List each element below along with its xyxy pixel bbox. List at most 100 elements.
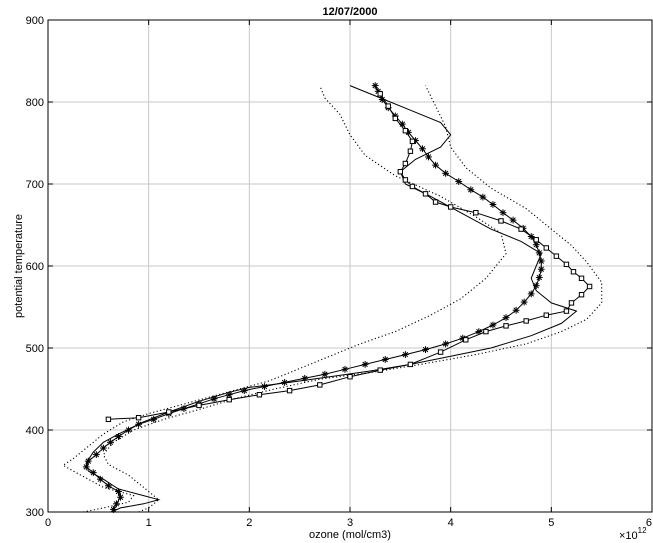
asterisk-point [99, 444, 107, 452]
asterisk-point [535, 249, 543, 257]
square-point [563, 261, 570, 268]
square-point [196, 402, 202, 409]
square-point [543, 312, 549, 318]
square-point [437, 349, 444, 355]
square-point [377, 91, 383, 97]
y-tick-label: 400 [26, 425, 44, 437]
asterisk-point [240, 387, 248, 395]
square-point [523, 318, 529, 324]
x-axis-multiplier-exponent: 12 [638, 526, 647, 535]
y-tick-label: 900 [26, 15, 44, 27]
asterisk-point [419, 145, 426, 153]
asterisk-point [115, 488, 122, 495]
square-point [105, 416, 112, 423]
asterisk-point [105, 482, 112, 490]
square-point [553, 253, 560, 259]
square-point [402, 160, 409, 167]
asterisk-point [489, 321, 497, 329]
asterisk-point [535, 274, 543, 281]
square-point [402, 128, 409, 134]
asterisk-point [96, 475, 104, 483]
square-point [347, 374, 353, 380]
square-point [407, 361, 414, 368]
y-tick-label: 800 [26, 97, 44, 109]
square-point [377, 367, 383, 373]
square-point [397, 169, 404, 175]
square-point [256, 392, 263, 398]
square-point [483, 328, 489, 335]
square-point [402, 177, 409, 183]
asterisk-point [381, 356, 389, 363]
x-tick-label: 6 [646, 517, 652, 529]
square-point [286, 387, 293, 394]
square-point [135, 415, 142, 421]
asterisk-point [401, 351, 409, 358]
square-point [563, 308, 570, 314]
x-tick-label: 0 [45, 517, 51, 529]
asterisk-point [135, 420, 142, 428]
asterisk-point [150, 415, 158, 423]
asterisk-point [261, 383, 268, 390]
asterisk-point [442, 340, 450, 348]
square-point [385, 103, 391, 109]
asterisk-point [432, 161, 439, 169]
square-point [166, 409, 172, 415]
y-axis-title: potential temperature [13, 214, 25, 318]
asterisk-point [509, 216, 517, 224]
square-point [578, 275, 585, 282]
asterisk-point [455, 178, 463, 185]
asterisk-point [115, 433, 122, 440]
asterisk-point [537, 265, 545, 273]
asterisk-point [512, 306, 520, 314]
square-point [409, 183, 416, 190]
asterisk-point [422, 346, 429, 354]
square-point [407, 148, 414, 154]
asterisk-point [502, 314, 510, 322]
asterisk-point [520, 298, 528, 306]
asterisk-point [499, 209, 507, 217]
asterisk-point [113, 500, 120, 508]
square-point [463, 337, 469, 343]
asterisk-point [84, 457, 92, 465]
series-line-3 [102, 85, 603, 513]
square-point [473, 210, 479, 216]
square-point [533, 237, 539, 243]
x-tick-label: 3 [347, 517, 353, 529]
square-point [447, 204, 454, 210]
asterisk-point [92, 451, 100, 458]
square-point [392, 115, 399, 122]
square-point [578, 292, 585, 298]
asterisk-point [467, 186, 475, 194]
asterisk-point [479, 193, 487, 201]
asterisk-point [301, 374, 309, 382]
square-point [498, 218, 504, 224]
x-axis-multiplier-base: ×10 [619, 530, 638, 542]
x-axis-title: ozone (mol/cm3) [309, 529, 391, 541]
square-point [503, 323, 509, 329]
x-tick-label: 5 [548, 517, 554, 529]
square-point [543, 245, 549, 251]
asterisk-point [125, 426, 132, 434]
asterisk-point [82, 463, 90, 471]
square-point [570, 269, 577, 275]
asterisk-point [210, 395, 218, 403]
asterisk-point [281, 379, 288, 386]
asterisk-point [527, 290, 535, 298]
asterisk-point [117, 493, 124, 501]
asterisk-point [371, 82, 379, 89]
square-point [568, 300, 575, 306]
asterisk-point [361, 361, 369, 368]
x-tick-label: 4 [448, 517, 454, 529]
square-point [422, 191, 429, 197]
data-series [62, 82, 603, 513]
y-axis-ticks: 300 400 500 600 700 800 900 [26, 15, 652, 519]
asterisk-point [425, 153, 432, 161]
square-point [226, 396, 232, 403]
square-point [317, 382, 323, 388]
asterisk-point [489, 201, 497, 208]
asterisk-point [442, 169, 450, 177]
y-tick-label: 700 [26, 179, 44, 191]
y-tick-label: 300 [26, 507, 44, 519]
